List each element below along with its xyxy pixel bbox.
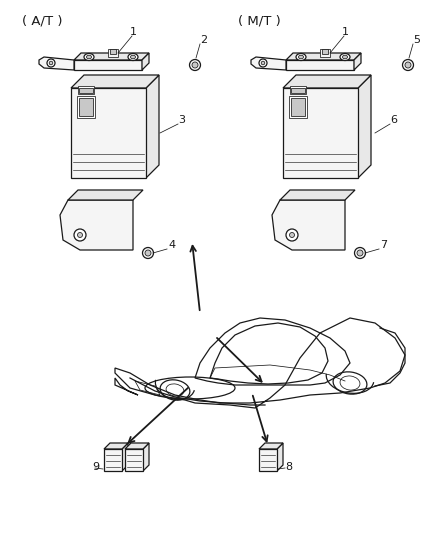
Text: 1: 1 [130, 27, 137, 37]
Ellipse shape [343, 55, 347, 59]
Polygon shape [286, 53, 361, 60]
Circle shape [286, 229, 298, 241]
Polygon shape [272, 200, 345, 250]
Bar [79, 88, 93, 93]
Polygon shape [74, 60, 142, 70]
Polygon shape [39, 57, 74, 70]
Bar [320, 49, 330, 57]
Ellipse shape [296, 53, 306, 61]
Ellipse shape [340, 53, 350, 61]
Polygon shape [251, 57, 286, 70]
Polygon shape [125, 443, 149, 449]
Text: ( A/T ): ( A/T ) [22, 15, 63, 28]
Circle shape [357, 250, 363, 256]
Ellipse shape [131, 55, 135, 59]
Text: ( M/T ): ( M/T ) [238, 15, 281, 28]
Polygon shape [280, 190, 355, 200]
Circle shape [47, 59, 55, 67]
Circle shape [354, 247, 365, 259]
Text: 1: 1 [342, 27, 349, 37]
Bar [104, 449, 122, 471]
Text: 3: 3 [178, 115, 185, 125]
Bar [291, 88, 305, 93]
Bar [291, 98, 305, 116]
Text: 8: 8 [285, 462, 292, 472]
Bar [322, 49, 328, 54]
Bar [71, 88, 146, 178]
Bar [108, 49, 118, 57]
Polygon shape [142, 53, 149, 70]
Polygon shape [354, 53, 361, 70]
Polygon shape [283, 75, 371, 88]
Text: 7: 7 [380, 240, 387, 250]
Circle shape [49, 61, 53, 65]
Bar [259, 449, 277, 471]
Polygon shape [358, 75, 371, 178]
Ellipse shape [128, 53, 138, 61]
Circle shape [405, 62, 411, 68]
Bar [290, 86, 306, 94]
Ellipse shape [86, 55, 92, 59]
Bar [77, 96, 95, 118]
Circle shape [145, 250, 151, 256]
Circle shape [74, 229, 86, 241]
Text: 9: 9 [92, 462, 99, 472]
Bar [289, 96, 307, 118]
Circle shape [259, 59, 267, 67]
Text: 4: 4 [168, 240, 175, 250]
Polygon shape [143, 443, 149, 471]
Circle shape [78, 232, 82, 238]
Polygon shape [104, 443, 128, 449]
Bar [78, 86, 94, 94]
Ellipse shape [299, 55, 304, 59]
Polygon shape [259, 443, 283, 449]
Polygon shape [68, 190, 143, 200]
Bar [283, 88, 358, 178]
Polygon shape [60, 200, 133, 250]
Ellipse shape [84, 53, 94, 61]
Polygon shape [71, 75, 159, 88]
Bar [110, 49, 116, 54]
Polygon shape [146, 75, 159, 178]
Polygon shape [277, 443, 283, 471]
Polygon shape [286, 60, 354, 70]
Text: 6: 6 [390, 115, 397, 125]
Bar [125, 449, 143, 471]
Polygon shape [74, 53, 149, 60]
Circle shape [261, 61, 265, 65]
Circle shape [192, 62, 198, 68]
Circle shape [290, 232, 294, 238]
Bar [79, 98, 93, 116]
Circle shape [190, 60, 201, 70]
Text: 2: 2 [200, 35, 207, 45]
Text: 5: 5 [413, 35, 420, 45]
Circle shape [142, 247, 153, 259]
Circle shape [403, 60, 413, 70]
Polygon shape [122, 443, 128, 471]
